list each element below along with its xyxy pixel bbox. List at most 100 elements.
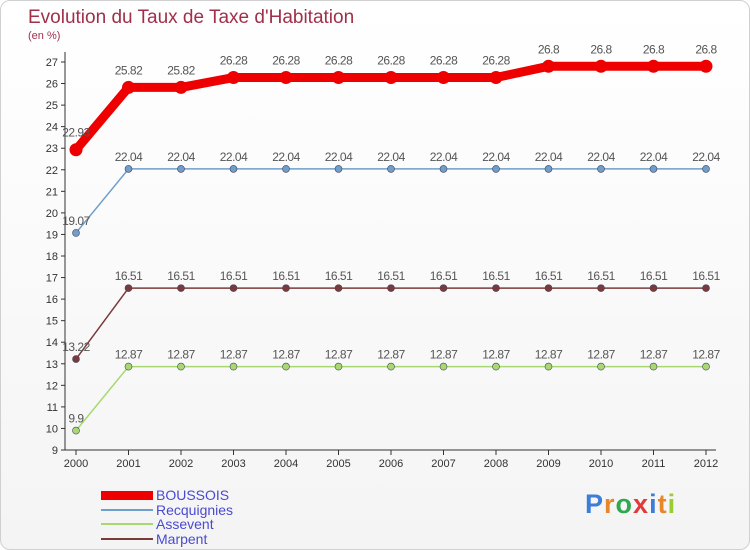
data-label: 12.87 bbox=[115, 348, 143, 362]
x-tick-label: 2003 bbox=[221, 458, 245, 470]
data-label: 19.07 bbox=[62, 214, 90, 228]
data-label: 26.28 bbox=[325, 54, 353, 68]
data-label: 12.87 bbox=[587, 348, 615, 362]
data-point bbox=[334, 362, 343, 371]
data-point bbox=[437, 71, 450, 85]
y-tick-label: 12 bbox=[46, 380, 58, 392]
data-label: 12.87 bbox=[482, 348, 510, 362]
y-tick-label: 14 bbox=[46, 337, 58, 349]
data-label: 12.87 bbox=[430, 348, 458, 362]
data-label: 22.04 bbox=[587, 150, 615, 164]
data-label: 22.04 bbox=[167, 150, 195, 164]
data-point bbox=[124, 165, 133, 173]
data-label: 16.51 bbox=[482, 269, 510, 283]
y-tick-label: 25 bbox=[46, 100, 58, 112]
legend-swatch-assevent bbox=[101, 523, 153, 526]
legend-swatch-boussois bbox=[101, 490, 153, 500]
legend-item-assevent: Assevent bbox=[101, 517, 233, 532]
data-point bbox=[282, 284, 290, 292]
logo-letter: t bbox=[657, 489, 668, 519]
data-point bbox=[489, 71, 503, 85]
y-tick-label: 27 bbox=[46, 57, 58, 69]
data-label: 12.87 bbox=[692, 348, 720, 362]
data-point bbox=[387, 284, 395, 292]
legend-label-assevent: Assevent bbox=[156, 516, 214, 533]
data-point bbox=[492, 362, 500, 371]
data-label: 16.51 bbox=[272, 269, 300, 283]
data-label: 25.82 bbox=[167, 63, 195, 77]
data-point bbox=[544, 165, 553, 173]
data-point bbox=[72, 426, 80, 435]
data-label: 22.93 bbox=[62, 126, 90, 140]
data-label: 16.51 bbox=[220, 269, 248, 283]
data-point bbox=[177, 362, 185, 371]
x-tick-label: 2005 bbox=[326, 458, 350, 470]
data-label: 26.28 bbox=[220, 54, 248, 68]
data-label: 16.51 bbox=[692, 269, 720, 283]
legend: BOUSSOIS Recquignies Assevent Marpent bbox=[101, 488, 233, 546]
x-tick-label: 2012 bbox=[694, 458, 718, 470]
legend-item-boussois: BOUSSOIS bbox=[101, 488, 233, 503]
data-label: 13.22 bbox=[62, 340, 90, 354]
data-label: 26.8 bbox=[643, 42, 665, 56]
data-point bbox=[492, 284, 500, 292]
data-point bbox=[649, 362, 658, 371]
data-label: 12.87 bbox=[272, 348, 300, 362]
x-tick-label: 2007 bbox=[431, 458, 455, 470]
data-point bbox=[647, 59, 660, 73]
data-label: 12.87 bbox=[167, 348, 195, 362]
data-label: 22.04 bbox=[482, 150, 510, 164]
data-label: 9.9 bbox=[68, 412, 84, 426]
data-label: 22.04 bbox=[535, 150, 563, 164]
y-tick-label: 15 bbox=[46, 316, 58, 328]
data-label: 26.8 bbox=[538, 42, 560, 56]
series-line-recquignies bbox=[75, 168, 707, 234]
y-tick-label: 9 bbox=[52, 445, 58, 457]
data-point bbox=[177, 165, 185, 173]
series-line-assevent bbox=[75, 365, 707, 432]
data-label: 25.82 bbox=[115, 63, 143, 77]
legend-label-boussois: BOUSSOIS bbox=[156, 487, 230, 504]
data-point bbox=[282, 362, 290, 371]
data-label: 16.51 bbox=[640, 269, 668, 283]
logo-letter: P bbox=[585, 489, 605, 519]
data-label: 22.04 bbox=[430, 150, 458, 164]
data-point bbox=[702, 165, 710, 173]
y-tick-label: 20 bbox=[46, 208, 58, 220]
legend-swatch-recquignies bbox=[101, 508, 153, 511]
data-point bbox=[702, 284, 710, 292]
data-label: 26.28 bbox=[430, 54, 458, 68]
data-point bbox=[72, 355, 80, 363]
data-label: 12.87 bbox=[220, 348, 248, 362]
data-point bbox=[649, 284, 658, 292]
data-point bbox=[282, 165, 290, 173]
data-label: 26.8 bbox=[590, 42, 612, 56]
x-tick-label: 2009 bbox=[536, 458, 560, 470]
data-point bbox=[122, 80, 135, 94]
data-label: 16.51 bbox=[430, 269, 458, 283]
y-tick-label: 23 bbox=[46, 143, 58, 155]
data-point bbox=[439, 284, 448, 292]
x-tick-label: 2004 bbox=[274, 458, 298, 470]
data-point bbox=[279, 71, 293, 85]
y-tick-label: 24 bbox=[46, 122, 58, 134]
y-tick-label: 21 bbox=[46, 186, 58, 198]
x-tick-label: 2011 bbox=[642, 458, 666, 470]
y-tick-label: 19 bbox=[46, 229, 58, 241]
legend-label-recquignies: Recquignies bbox=[156, 501, 234, 518]
data-point bbox=[174, 80, 188, 94]
data-point bbox=[334, 165, 343, 173]
data-label: 26.28 bbox=[272, 54, 300, 68]
x-tick-label: 2010 bbox=[589, 458, 613, 470]
data-point bbox=[594, 59, 608, 73]
data-label: 12.87 bbox=[535, 348, 563, 362]
data-label: 12.87 bbox=[325, 348, 353, 362]
x-tick-label: 2002 bbox=[169, 458, 193, 470]
chart-subtitle: (en %) bbox=[28, 30, 61, 42]
data-point bbox=[699, 59, 713, 73]
data-label: 26.28 bbox=[377, 54, 405, 68]
data-point bbox=[649, 165, 658, 173]
data-point bbox=[384, 71, 398, 85]
